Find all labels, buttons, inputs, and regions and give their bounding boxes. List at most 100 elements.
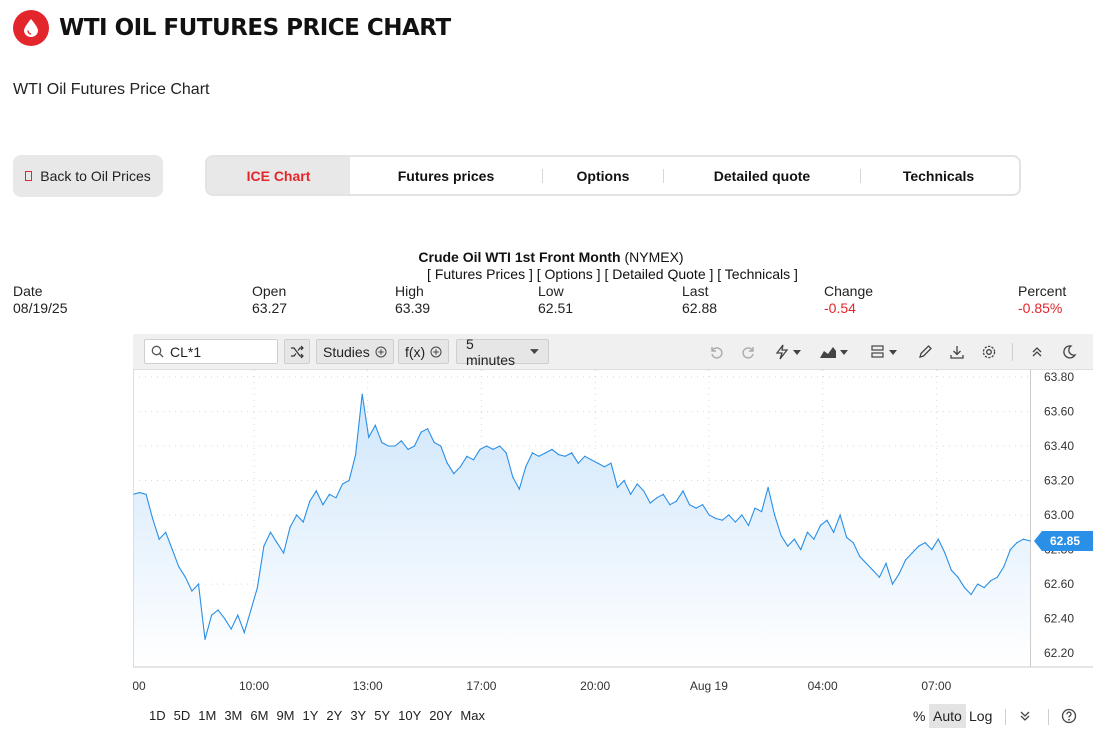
date-label: Date — [13, 283, 43, 299]
price-point — [138, 492, 141, 494]
stat-high: High 63.39 — [395, 283, 430, 317]
settings-gear-icon[interactable] — [979, 342, 999, 362]
price-point — [747, 524, 750, 526]
tab-options[interactable]: Options — [576, 167, 630, 184]
redo-icon[interactable] — [739, 342, 759, 362]
price-point — [800, 549, 802, 551]
studies-button[interactable]: Studies — [316, 339, 394, 364]
range-selector: 1D 5D 1M 3M 6M 9M 1Y 2Y 3Y 5Y 10Y 20Y Max — [148, 707, 486, 724]
percent-scale-button[interactable]: % — [913, 708, 926, 724]
quote-links[interactable]: [ Futures Prices ] [ Options ] [ Detaile… — [427, 266, 798, 282]
function-button[interactable]: f(x) — [398, 339, 450, 364]
price-point — [715, 517, 717, 520]
price-point — [695, 507, 697, 509]
price-point — [453, 473, 455, 475]
price-point — [309, 500, 311, 502]
chart-type-menu-icon[interactable] — [818, 342, 852, 362]
price-point — [387, 445, 389, 447]
auto-scale-button[interactable]: Auto — [929, 704, 966, 728]
range-button-1m[interactable]: 1M — [198, 708, 217, 723]
price-point — [374, 424, 376, 426]
undo-icon[interactable] — [706, 342, 726, 362]
quote-title: Crude Oil WTI 1st Front Month (NYMEX) — [0, 249, 1102, 265]
range-button-20y[interactable]: 20Y — [429, 708, 453, 723]
price-point — [950, 569, 953, 571]
price-point — [407, 448, 409, 450]
last-label: Last — [682, 283, 709, 299]
open-value: 63.27 — [252, 300, 288, 316]
download-icon[interactable] — [947, 342, 967, 362]
log-scale-button[interactable]: Log — [969, 708, 993, 724]
collapse-up-icon[interactable] — [1027, 342, 1047, 362]
tab-futures-prices[interactable]: Futures prices — [397, 167, 495, 184]
low-label: Low — [538, 283, 564, 299]
price-point — [499, 445, 501, 447]
price-point — [688, 504, 691, 506]
price-point — [165, 531, 167, 533]
price-point — [348, 479, 350, 482]
price-point — [400, 440, 402, 442]
price-point — [996, 576, 998, 578]
tab-detailed-quote[interactable]: Detailed quote — [713, 167, 811, 184]
chart-toolbar: Studies f(x) 5 minutes — [133, 334, 1093, 370]
price-point — [230, 628, 232, 630]
x-tick-label: 20:00 — [580, 679, 610, 693]
range-button-9m[interactable]: 9M — [276, 708, 295, 723]
collapse-down-icon[interactable] — [1018, 709, 1032, 728]
range-button-6m[interactable]: 6M — [250, 708, 269, 723]
help-icon[interactable] — [1061, 708, 1077, 729]
symbol-search[interactable] — [144, 339, 278, 364]
events-menu-icon[interactable] — [773, 342, 805, 362]
range-button-1d[interactable]: 1D — [149, 708, 166, 723]
price-point — [761, 511, 763, 513]
stat-percent: Percent -0.85% — [1018, 283, 1066, 317]
price-point — [158, 538, 160, 540]
range-button-10y[interactable]: 10Y — [398, 708, 422, 723]
tab-ice-chart[interactable]: ICE Chart — [207, 157, 350, 194]
x-tick-label: 07:00 — [921, 679, 951, 693]
range-button-max[interactable]: Max — [460, 708, 485, 723]
price-point — [531, 452, 533, 454]
price-point — [623, 479, 625, 482]
price-point — [865, 562, 867, 564]
price-point — [315, 490, 317, 492]
layout-menu-icon[interactable] — [869, 342, 901, 362]
dark-mode-moon-icon[interactable] — [1059, 342, 1079, 362]
stat-date: Date 08/19/25 — [13, 283, 68, 317]
price-point — [931, 549, 933, 551]
range-button-5d[interactable]: 5D — [173, 708, 191, 723]
caret-down-icon — [530, 348, 539, 354]
x-tick-label: 17:00 — [466, 679, 496, 693]
price-point — [538, 455, 540, 457]
price-point — [852, 542, 854, 544]
back-to-oil-prices-button[interactable]: Back to Oil Prices — [13, 155, 163, 197]
percent-label: Percent — [1018, 283, 1067, 299]
price-point — [846, 536, 848, 539]
range-button-3m[interactable]: 3M — [224, 708, 243, 723]
symbol-input[interactable] — [170, 343, 270, 360]
draw-pencil-icon[interactable] — [915, 342, 935, 362]
price-point — [224, 618, 226, 620]
price-point — [328, 493, 330, 495]
plus-circle-icon — [375, 346, 387, 357]
range-button-5y[interactable]: 5Y — [374, 708, 391, 723]
price-point — [256, 587, 258, 589]
price-point — [662, 493, 664, 495]
tab-technicals[interactable]: Technicals — [902, 167, 975, 184]
range-button-3y[interactable]: 3Y — [350, 708, 367, 723]
price-point — [721, 519, 723, 521]
page-title: WTI OIL FUTURES PRICE CHART — [59, 15, 451, 41]
range-button-1y[interactable]: 1Y — [302, 708, 319, 723]
price-point — [289, 526, 291, 528]
price-point — [263, 545, 265, 547]
page-subtitle: WTI Oil Futures Price Chart — [13, 81, 210, 98]
price-point — [446, 462, 448, 464]
compare-button[interactable] — [284, 339, 310, 364]
price-point — [584, 455, 586, 457]
interval-select[interactable]: 5 minutes — [456, 336, 549, 368]
range-button-2y[interactable]: 2Y — [326, 708, 343, 723]
price-point — [970, 593, 972, 596]
price-point — [133, 493, 134, 495]
price-chart[interactable]: 62.2062.4062.6062.8063.0063.2063.4063.60… — [133, 370, 1093, 700]
change-value: -0.54 — [824, 300, 856, 316]
